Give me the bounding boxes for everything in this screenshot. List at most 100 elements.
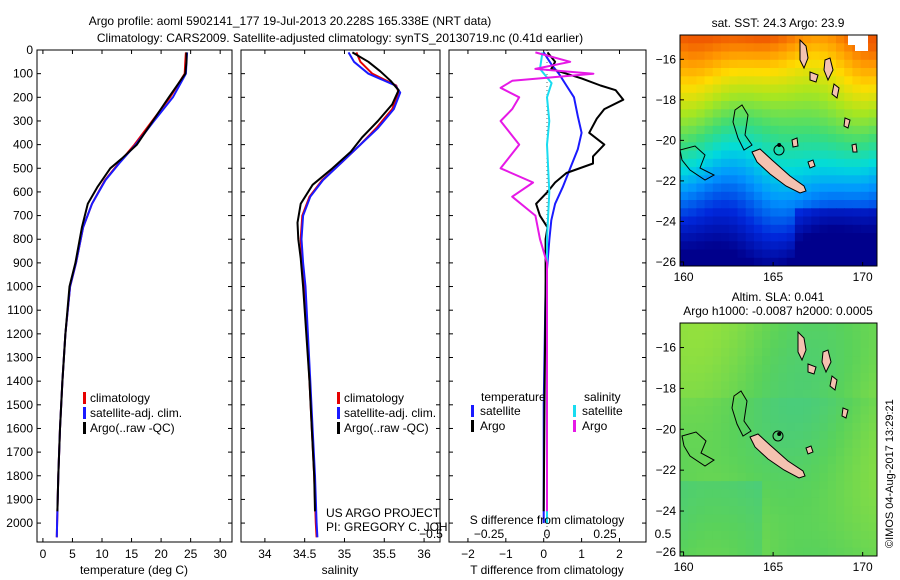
heatmap-cell <box>753 249 763 259</box>
heatmap-cell <box>844 167 853 176</box>
heatmap-cell <box>721 539 730 549</box>
heatmap-cell <box>852 447 862 457</box>
heatmap-cell <box>868 456 877 465</box>
heatmap-cell <box>696 381 706 391</box>
heatmap-cell <box>680 183 689 193</box>
heatmap-cell <box>868 43 877 53</box>
heatmap-cell <box>688 348 697 357</box>
heatmap-cell <box>721 447 730 457</box>
heatmap-cell <box>844 439 853 449</box>
heatmap-cell <box>786 117 796 127</box>
heatmap-cell <box>704 117 714 127</box>
heatmap-cell <box>762 92 771 102</box>
sla-map-title-line1: Altim. SLA: 0.041 <box>732 290 825 304</box>
heatmap-cell <box>688 514 697 524</box>
heatmap-cell <box>729 464 739 474</box>
heatmap-cell <box>836 175 845 185</box>
heatmap-cell <box>778 522 788 532</box>
heatmap-cell <box>680 506 689 515</box>
heatmap-cell <box>770 323 780 332</box>
heatmap-cell <box>852 372 862 382</box>
heatmap-cell <box>786 481 796 490</box>
legend-swatch-sal-satellite <box>573 405 576 417</box>
heatmap-cell <box>737 183 747 193</box>
heatmap-cell <box>794 142 804 152</box>
heatmap-cell <box>696 456 706 465</box>
heatmap-cell <box>803 76 812 86</box>
heatmap-cell <box>737 472 747 482</box>
heatmap-cell <box>778 125 788 135</box>
heatmap-cell <box>778 323 788 332</box>
heatmap-cell <box>803 109 812 119</box>
x-tick-label: 0 <box>40 547 47 561</box>
x-tick-label: 35 <box>338 547 352 561</box>
heatmap-cell <box>753 422 763 432</box>
heatmap-cell <box>721 51 730 61</box>
heatmap-cell <box>688 92 697 102</box>
heatmap-cell <box>737 422 747 432</box>
heatmap-cell <box>836 389 845 399</box>
heatmap-cell <box>762 125 771 135</box>
heatmap-cell <box>811 522 821 532</box>
heatmap-cell <box>729 142 739 152</box>
map-y-tick-label: −20 <box>656 133 677 147</box>
heatmap-cell <box>860 406 870 416</box>
heatmap-cell <box>819 51 829 61</box>
heatmap-cell <box>860 489 870 499</box>
heatmap-cell <box>696 35 706 44</box>
heatmap-cell <box>680 339 689 349</box>
difference-top-label: S difference from climatology <box>470 513 625 527</box>
heatmap-cell <box>712 249 722 259</box>
heatmap-cell <box>737 372 747 382</box>
heatmap-cell <box>844 506 853 515</box>
heatmap-cell <box>688 539 697 549</box>
heatmap-cell <box>803 372 812 382</box>
heatmap-cell <box>745 134 755 143</box>
heatmap-cell <box>836 68 845 77</box>
heatmap-cell <box>827 464 837 474</box>
heatmap-cell <box>762 456 771 465</box>
heatmap-cell <box>721 84 730 94</box>
heatmap-cell <box>688 68 697 77</box>
heatmap-cell <box>819 481 829 490</box>
heatmap-cell <box>745 51 755 61</box>
heatmap-cell <box>712 447 722 457</box>
heatmap-cell <box>819 216 829 226</box>
heatmap-cell <box>712 167 722 176</box>
credit-pi: PI: GREGORY C. JOHNSON <box>326 520 482 534</box>
heatmap-cell <box>860 381 870 391</box>
heatmap-cell <box>844 59 853 69</box>
heatmap-cell <box>827 84 837 94</box>
heatmap-cell <box>868 339 877 349</box>
x-tick-label: 10 <box>95 547 109 561</box>
heatmap-cell <box>794 233 804 242</box>
heatmap-cell <box>712 339 722 349</box>
heatmap-cell <box>745 456 755 465</box>
heatmap-cell <box>712 117 722 127</box>
heatmap-cell <box>712 109 722 119</box>
heatmap-cell <box>803 59 812 69</box>
heatmap-cell <box>688 150 697 160</box>
heatmap-cell <box>712 456 722 465</box>
heatmap-cell <box>745 125 755 135</box>
heatmap-cell <box>868 84 877 94</box>
heatmap-cell <box>794 389 804 399</box>
heatmap-cell <box>737 464 747 474</box>
heatmap-cell <box>860 372 870 382</box>
heatmap-cell <box>704 183 714 193</box>
heatmap-cell <box>844 364 853 374</box>
heatmap-cell <box>696 397 706 407</box>
heatmap-cell <box>770 389 780 399</box>
heatmap-cell <box>794 76 804 86</box>
depth-tick-label: 400 <box>13 138 33 152</box>
heatmap-cell <box>721 422 730 432</box>
heatmap-cell <box>794 175 804 185</box>
heatmap-cell <box>860 422 870 432</box>
heatmap-cell <box>729 414 739 424</box>
heatmap-cell <box>688 464 697 474</box>
heatmap-cell <box>844 489 853 499</box>
heatmap-cell <box>811 167 821 176</box>
heatmap-cell <box>803 331 812 341</box>
heatmap-cell <box>704 51 714 61</box>
heatmap-cell <box>745 158 755 168</box>
